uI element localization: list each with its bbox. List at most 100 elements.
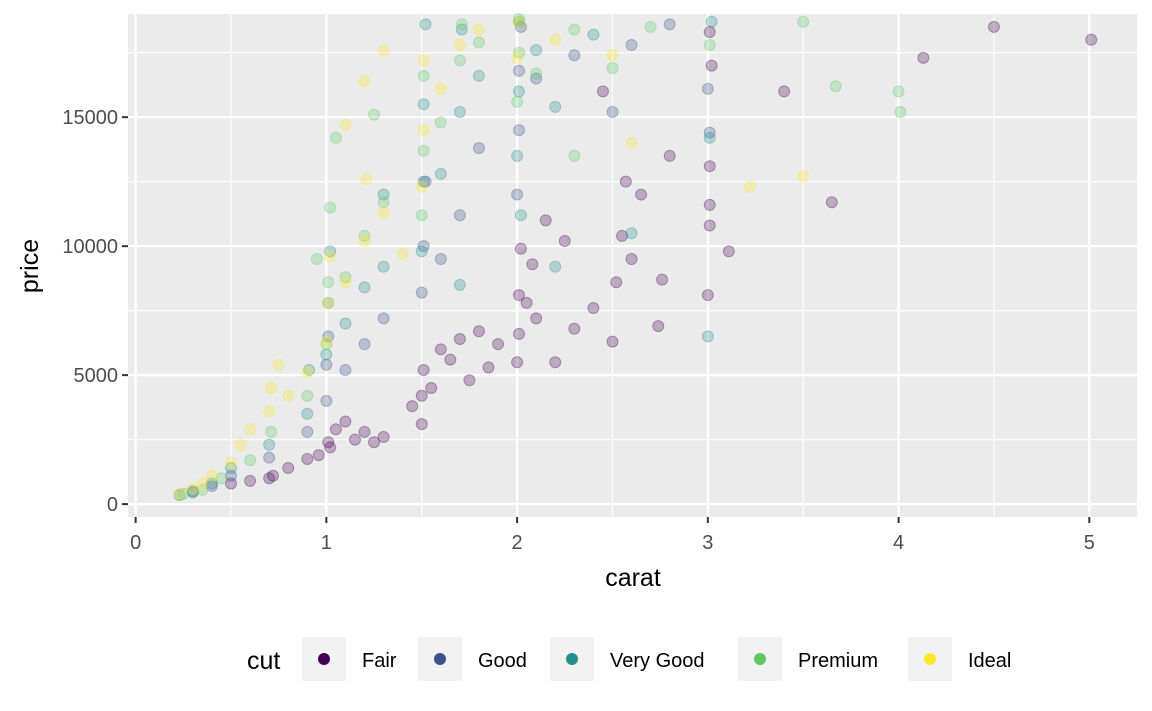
gridlines [128, 14, 1137, 517]
legend-key-dot [924, 653, 936, 665]
data-point [358, 234, 371, 247]
data-point [244, 474, 257, 487]
data-point [434, 116, 447, 129]
x-axis-title: carat [605, 564, 661, 592]
data-point [415, 389, 428, 402]
data-point [625, 136, 638, 149]
data-point [266, 469, 279, 482]
data-point [244, 423, 257, 436]
data-point [703, 198, 716, 211]
data-point [587, 302, 600, 315]
data-point [705, 15, 718, 28]
data-point [514, 20, 527, 33]
data-point [513, 64, 526, 77]
data-point [453, 278, 466, 291]
data-point [265, 382, 278, 395]
data-point [703, 126, 716, 139]
data-point [703, 38, 716, 51]
data-point [377, 206, 390, 219]
y-axis: 0 5000 10000 15000 [62, 107, 128, 516]
data-point [513, 15, 526, 28]
data-point [513, 46, 526, 59]
data-point [322, 296, 335, 309]
data-point [324, 250, 337, 263]
data-point [549, 100, 562, 113]
data-point [419, 18, 432, 31]
data-point [417, 175, 430, 188]
data-point [703, 219, 716, 232]
data-point [701, 330, 714, 343]
data-point [797, 15, 810, 28]
data-point [625, 38, 638, 51]
data-point [596, 85, 609, 98]
data-point [348, 433, 361, 446]
data-point [358, 425, 371, 438]
data-point [825, 196, 838, 209]
data-point [320, 348, 333, 361]
data-point [743, 180, 756, 193]
data-point [444, 353, 457, 366]
data-point [568, 49, 581, 62]
data-point [265, 425, 278, 438]
data-point [377, 188, 390, 201]
data-point [415, 180, 428, 193]
data-point [663, 18, 676, 31]
data-point [282, 389, 295, 402]
data-point [606, 49, 619, 62]
data-point [987, 20, 1000, 33]
data-point [224, 461, 237, 474]
data-point [513, 289, 526, 302]
data-point [511, 356, 524, 369]
data-point [587, 28, 600, 41]
legend-title: cut [247, 647, 280, 675]
data-point [301, 425, 314, 438]
data-point [173, 487, 186, 500]
data-point [396, 247, 409, 260]
data-point [530, 67, 543, 80]
data-point [616, 229, 629, 242]
data-point [301, 407, 314, 420]
data-point [368, 108, 381, 121]
data-point [703, 131, 716, 144]
data-point [244, 454, 257, 467]
data-point [453, 209, 466, 222]
data-point [415, 209, 428, 222]
legend-key-dot [318, 653, 330, 665]
data-point [358, 75, 371, 88]
data-point [215, 472, 228, 485]
x-tick-label: 4 [893, 532, 904, 554]
data-point [463, 374, 476, 387]
data-point [530, 312, 543, 325]
y-tick-label: 15000 [62, 107, 118, 129]
x-tick-label: 1 [321, 532, 332, 554]
data-point [492, 338, 505, 351]
legend: cut Fair Good Very Good Premium Ideal [247, 637, 1011, 681]
data-point [453, 106, 466, 119]
data-point [377, 431, 390, 444]
data-point [224, 456, 237, 469]
data-point [415, 418, 428, 431]
data-point [339, 118, 352, 131]
data-point [320, 335, 333, 348]
data-point [472, 325, 485, 338]
x-tick-label: 3 [702, 532, 713, 554]
legend-label: Fair [362, 650, 397, 672]
data-point [263, 451, 276, 464]
data-point [360, 173, 373, 186]
data-point [644, 20, 657, 33]
x-tick-label: 5 [1084, 532, 1095, 554]
data-point [472, 23, 485, 36]
legend-label: Premium [798, 650, 878, 672]
data-point [320, 394, 333, 407]
data-point [568, 149, 581, 162]
data-point [417, 144, 430, 157]
data-point [797, 170, 810, 183]
data-point [272, 358, 285, 371]
data-point [196, 477, 209, 490]
data-point [320, 338, 333, 351]
data-point [324, 441, 337, 454]
data-point [282, 461, 295, 474]
data-point [455, 23, 468, 36]
data-point [322, 330, 335, 343]
data-point [514, 242, 527, 255]
